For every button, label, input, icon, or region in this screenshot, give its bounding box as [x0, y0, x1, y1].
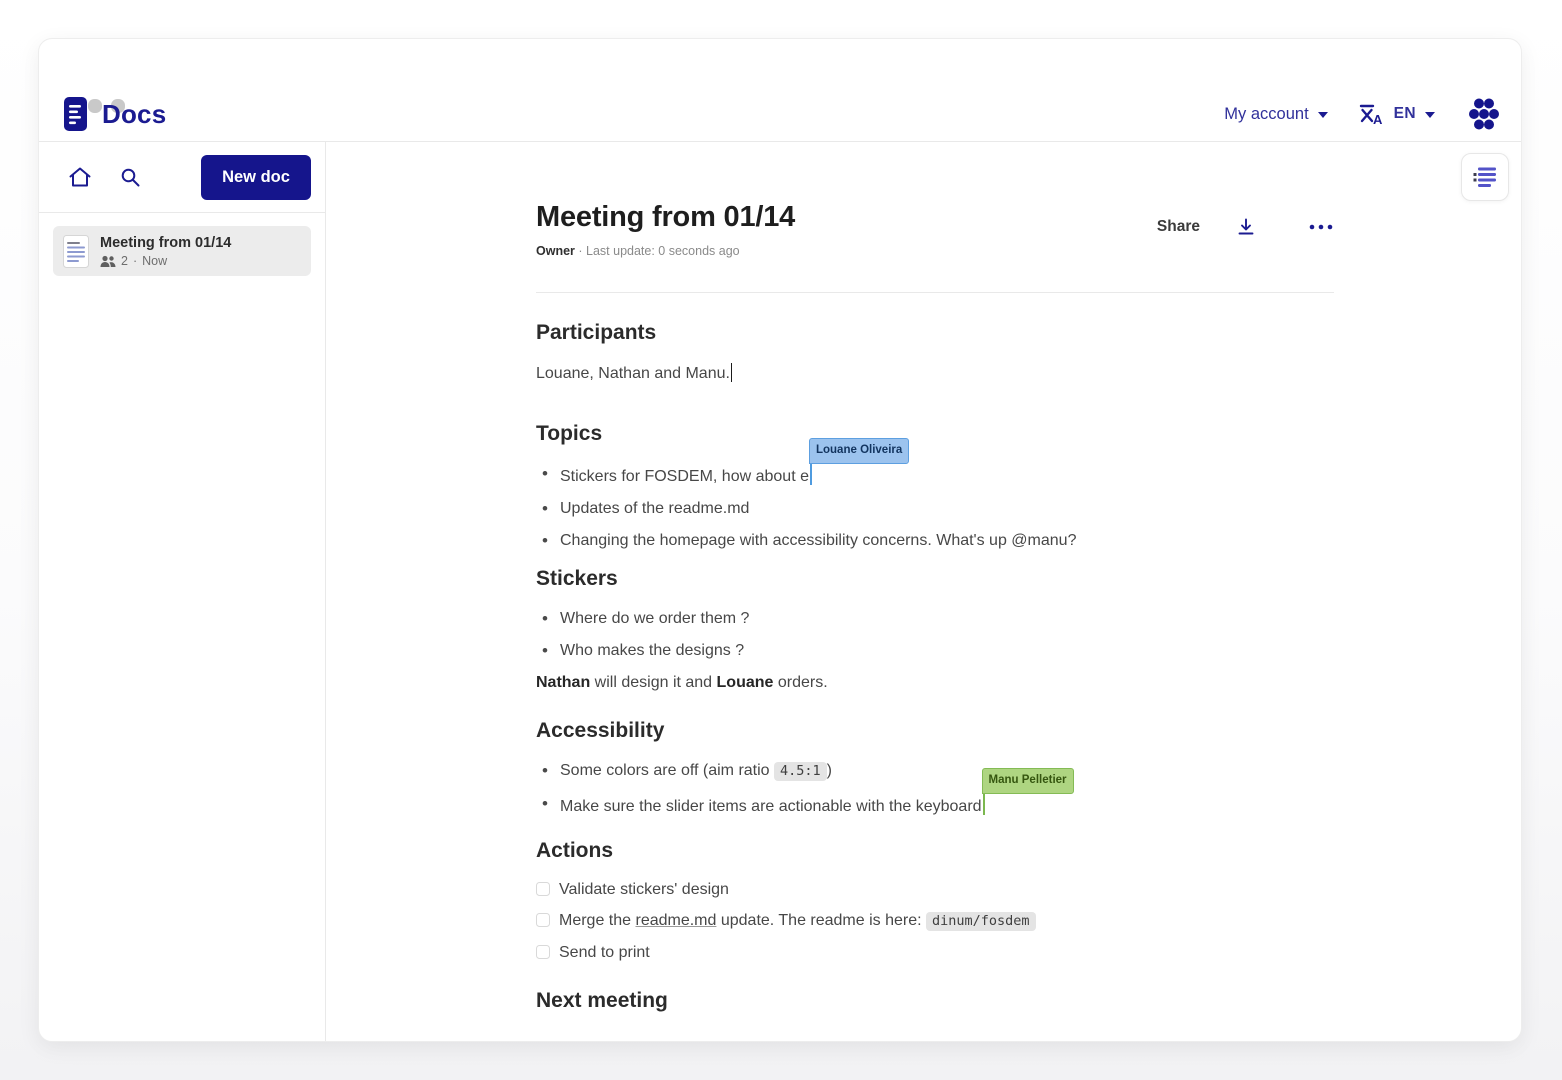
todo-1-text[interactable]: Validate stickers' design	[559, 881, 729, 898]
heading-actions[interactable]: Actions	[536, 839, 614, 862]
app-brand[interactable]: Docs	[63, 96, 166, 132]
stickers-note-mid: will design it and	[590, 674, 717, 691]
app-title: Docs	[102, 98, 167, 129]
doc-header: Meeting from 01/14 Owner · Last update: …	[536, 199, 1334, 259]
sidebar: New doc Meeting	[39, 142, 326, 1041]
toc-list-icon	[1473, 166, 1497, 188]
home-icon	[68, 165, 92, 189]
accessibility-item-2-text: Make sure the slider items are actionabl…	[560, 798, 982, 815]
home-button[interactable]	[63, 160, 97, 194]
heading-stickers[interactable]: Stickers	[536, 567, 618, 590]
chevron-down-icon	[1425, 112, 1435, 118]
language-label: EN	[1393, 105, 1416, 122]
document: Meeting from 01/14 Owner · Last update: …	[536, 142, 1334, 1014]
topics-item-3[interactable]: Changing the homepage with accessibility…	[542, 531, 1334, 550]
translate-icon: A	[1358, 101, 1385, 127]
doc-item-separator: ·	[132, 254, 138, 268]
stickers-item-1[interactable]: Where do we order them ?	[542, 609, 1334, 628]
accessibility-item-1[interactable]: Some colors are off (aim ratio 4.5:1)	[542, 761, 1334, 781]
collaborator-cursor-manu: Manu Pelletier	[981, 768, 1074, 815]
doc-item-meta: 2 · Now	[100, 254, 231, 268]
chevron-down-icon	[1317, 112, 1328, 118]
topics-list: Stickers for FOSDEM, how about e Louane O…	[536, 438, 1334, 550]
sidebar-toolbar: New doc	[39, 142, 325, 213]
topics-item-2[interactable]: Updates of the readme.md	[542, 499, 1334, 518]
heading-accessibility[interactable]: Accessibility	[536, 719, 665, 742]
doc-actions: Share	[1157, 215, 1334, 239]
todo-checkbox-3[interactable]	[536, 945, 550, 959]
new-doc-button[interactable]: New doc	[201, 154, 311, 200]
app-body: New doc Meeting	[39, 142, 1521, 1041]
window-dot	[88, 99, 102, 113]
todo-2-before: Merge the	[559, 912, 636, 929]
doc-list-item[interactable]: Meeting from 01/14 2	[53, 226, 311, 276]
docs-logo-icon	[63, 96, 93, 132]
app-header: Docs My account A EN	[39, 39, 1521, 142]
todo-3-text[interactable]: Send to print	[559, 944, 650, 961]
collaborator-name-label: Manu Pelletier	[981, 768, 1074, 794]
accessibility-list: Some colors are off (aim ratio 4.5:1) Ma…	[536, 761, 1334, 816]
header-actions: My account A EN	[1224, 89, 1503, 139]
table-of-contents-button[interactable]	[1461, 153, 1509, 201]
doc-content: Participants Louane, Nathan and Manu. To…	[536, 320, 1334, 1014]
todo-2-mid: update. The readme is here:	[716, 912, 927, 929]
apps-launcher-button[interactable]	[1465, 95, 1503, 133]
svg-text:A: A	[1373, 112, 1383, 127]
app-window: Docs My account A EN	[38, 38, 1522, 1042]
stickers-item-2[interactable]: Who makes the designs ?	[542, 641, 1334, 660]
doc-item-collaborators: 2	[121, 254, 128, 268]
language-menu[interactable]: A EN	[1358, 101, 1435, 127]
accessibility-item-1-close: )	[826, 762, 832, 779]
stickers-list: Where do we order them ? Who makes the d…	[536, 609, 1334, 660]
window-dot	[111, 99, 125, 113]
text-cursor	[730, 363, 733, 382]
my-account-menu[interactable]: My account	[1224, 104, 1328, 124]
collaborator-cursor-louane: Louane Oliveira	[808, 438, 910, 485]
share-button[interactable]: Share	[1156, 218, 1200, 235]
heading-topics[interactable]: Topics	[536, 422, 603, 445]
stickers-note-bold-1: Nathan	[536, 674, 591, 691]
accessibility-item-1-text: Some colors are off (aim ratio	[560, 762, 775, 779]
last-update-text: · Last update: 0 seconds ago	[574, 244, 740, 258]
accessibility-item-2[interactable]: Make sure the slider items are actionabl…	[542, 768, 1334, 816]
people-icon	[100, 255, 116, 268]
topics-item-1-text: Stickers for FOSDEM, how about e	[560, 468, 809, 485]
doc-meta: Owner · Last update: 0 seconds ago	[536, 243, 795, 259]
doc-title[interactable]: Meeting from 01/14	[536, 201, 796, 233]
participants-text-span: Louane, Nathan and Manu.	[536, 365, 730, 382]
actions-todo-list: Validate stickers' design Merge the read…	[536, 880, 1334, 962]
doc-item-updated: Now	[142, 254, 168, 268]
heading-next-meeting[interactable]: Next meeting	[536, 989, 668, 1012]
stickers-note[interactable]: Nathan will design it and Louane orders.	[536, 673, 1334, 692]
doc-list: Meeting from 01/14 2	[39, 213, 325, 289]
doc-header-divider	[536, 292, 1334, 293]
download-button[interactable]	[1234, 215, 1258, 239]
todo-row-3: Send to print	[536, 943, 1334, 962]
collaborator-name-label: Louane Oliveira	[808, 438, 910, 464]
owner-badge: Owner	[536, 244, 575, 258]
main-area: Meeting from 01/14 Owner · Last update: …	[326, 142, 1521, 1041]
ellipsis-icon	[1309, 224, 1333, 230]
todo-checkbox-1[interactable]	[536, 882, 550, 896]
doc-item-title: Meeting from 01/14	[100, 235, 232, 251]
participants-text[interactable]: Louane, Nathan and Manu.	[536, 363, 1334, 383]
search-icon	[119, 166, 142, 189]
heading-participants[interactable]: Participants	[536, 321, 657, 344]
stickers-note-end: orders.	[773, 674, 828, 691]
search-button[interactable]	[113, 160, 147, 194]
todo-2-text[interactable]: Merge the readme.md update. The readme i…	[559, 911, 1036, 931]
todo-checkbox-2[interactable]	[536, 913, 550, 927]
todo-row-1: Validate stickers' design	[536, 880, 1334, 899]
download-icon	[1236, 217, 1256, 237]
more-options-button[interactable]	[1308, 215, 1334, 239]
todo-row-2: Merge the readme.md update. The readme i…	[536, 911, 1334, 931]
apps-grid-icon	[1465, 95, 1503, 133]
account-label: My account	[1224, 104, 1309, 123]
repo-code-chip: dinum/fosdem	[926, 912, 1036, 931]
readme-link[interactable]: readme.md	[635, 912, 717, 929]
ratio-code-chip: 4.5:1	[774, 762, 827, 781]
stickers-note-bold-2: Louane	[716, 674, 774, 691]
doc-file-icon	[63, 234, 89, 268]
topics-item-1[interactable]: Stickers for FOSDEM, how about e Louane O…	[542, 438, 1334, 486]
